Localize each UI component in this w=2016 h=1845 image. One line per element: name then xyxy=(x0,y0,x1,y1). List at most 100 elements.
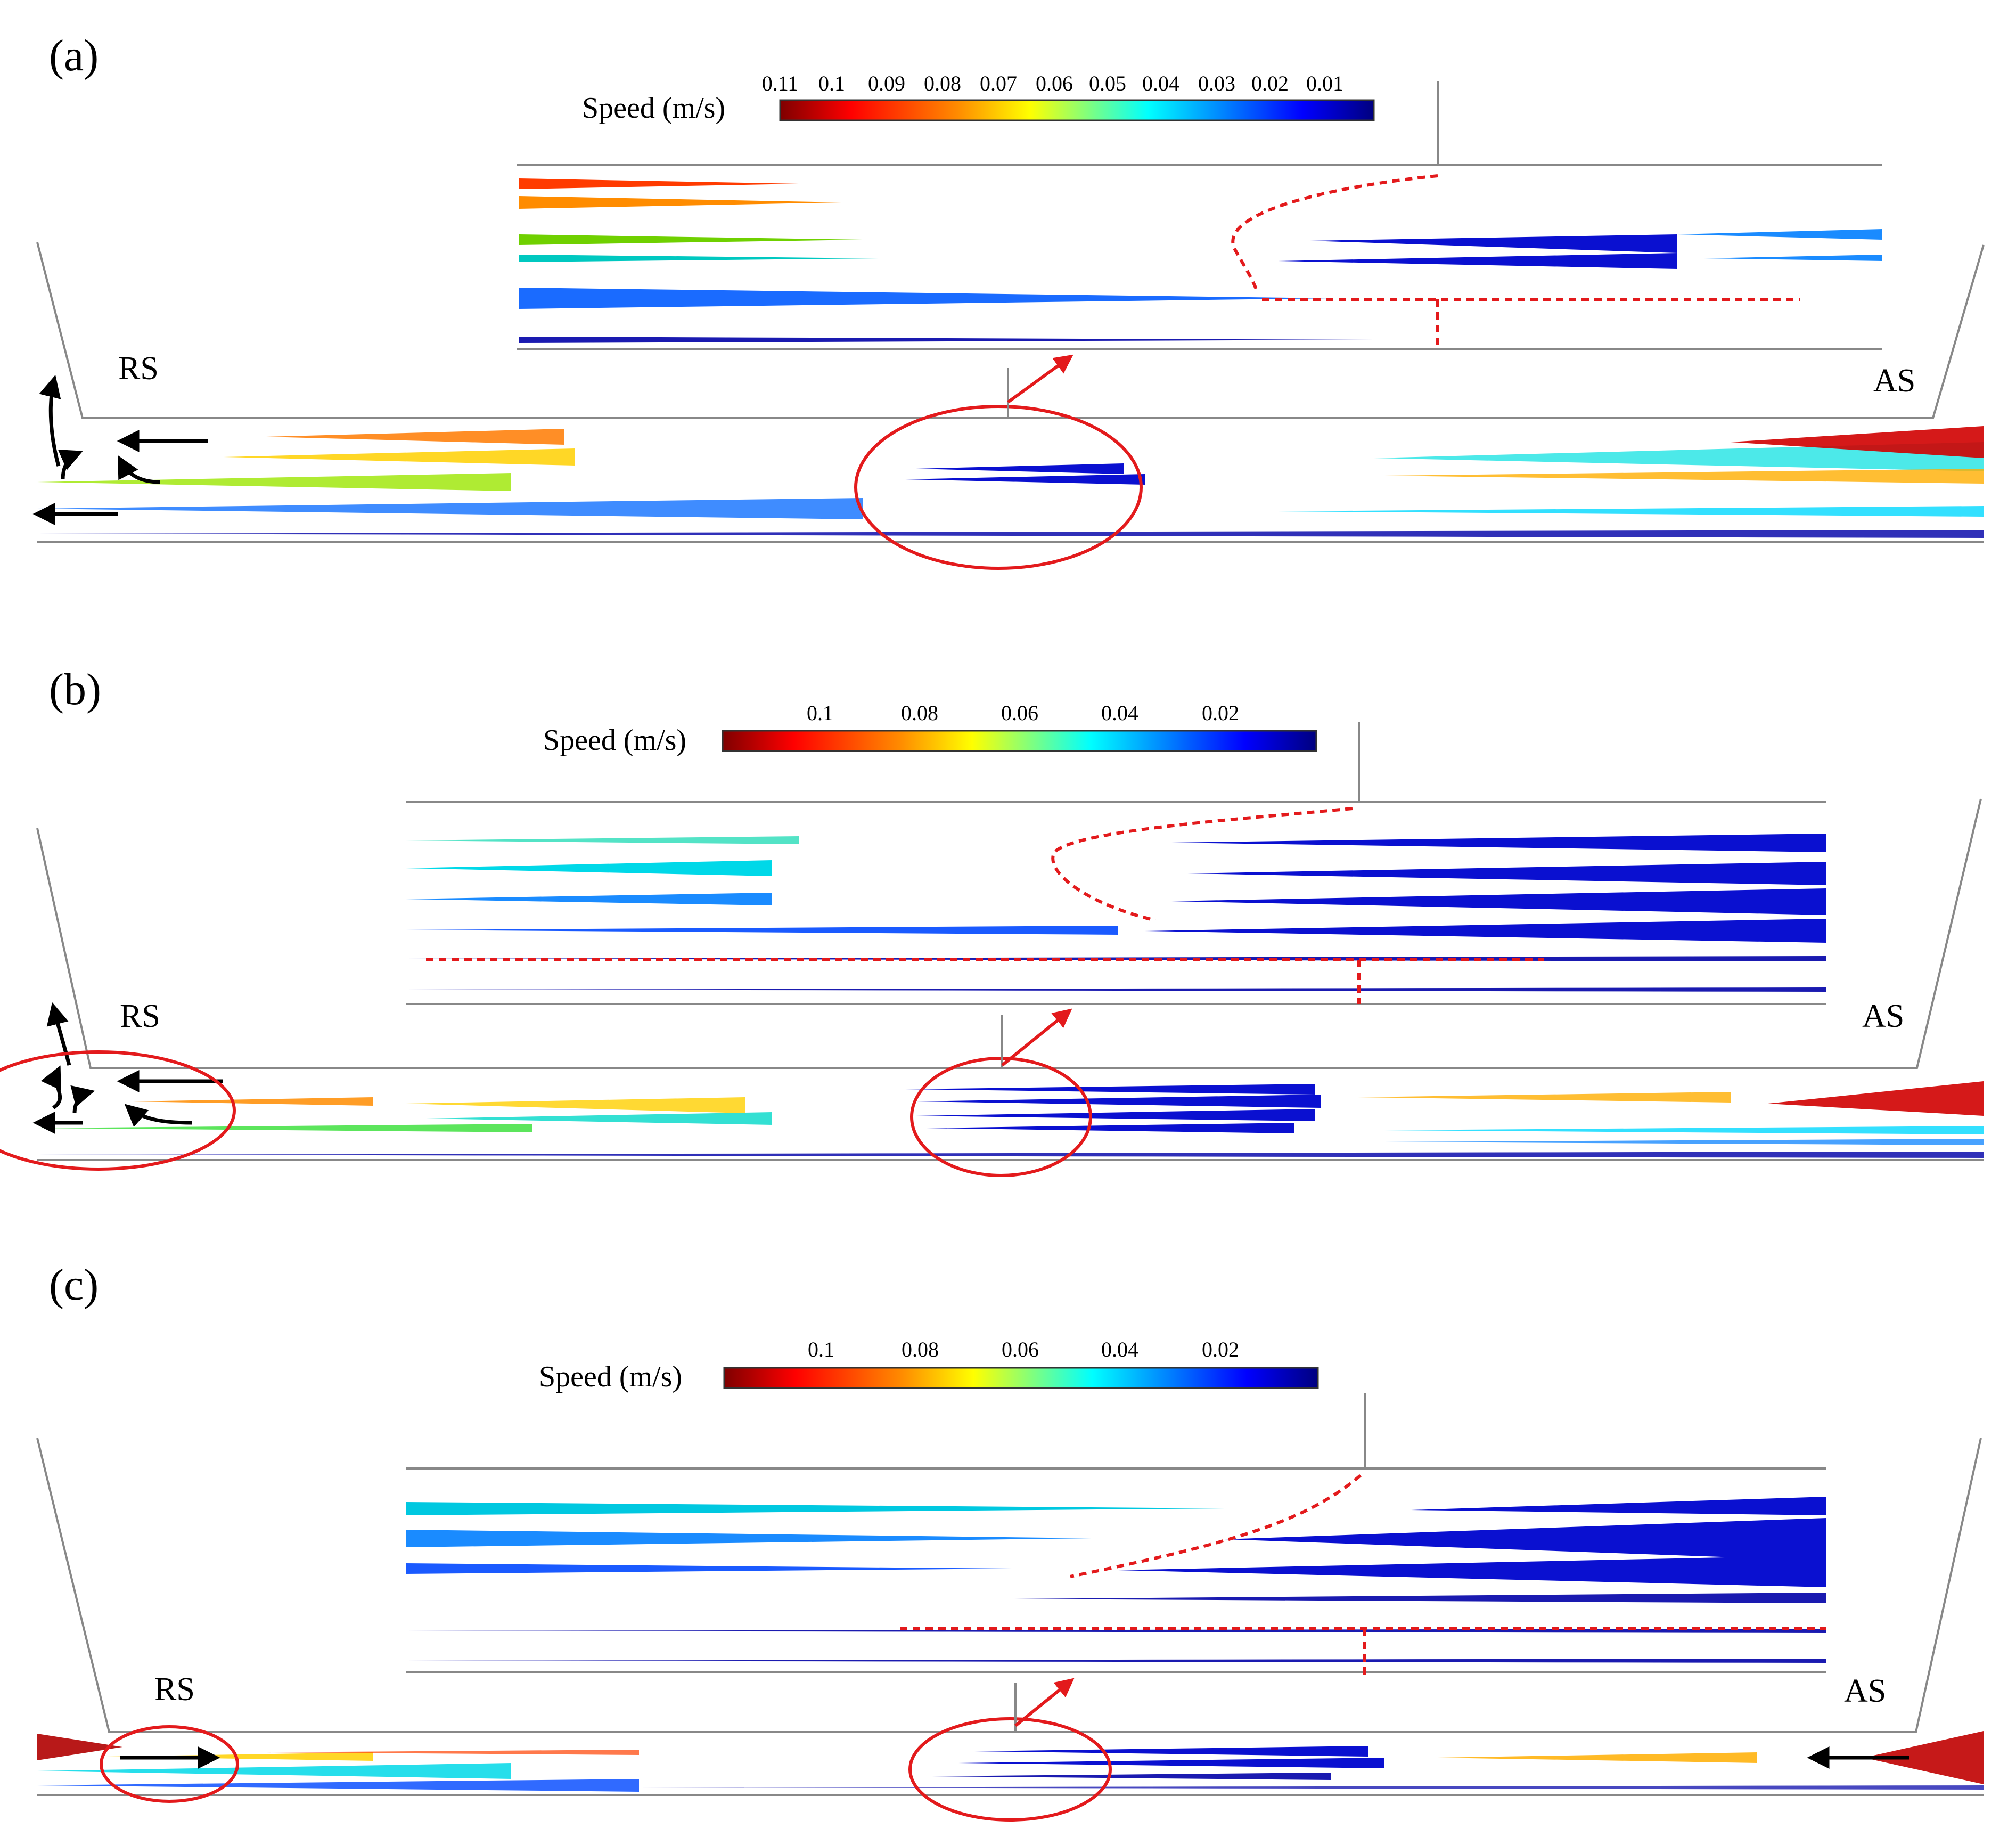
panel-c-rev-1 xyxy=(974,1746,1368,1757)
panel-b-label: (b) xyxy=(49,665,101,714)
panel-b-jet-row4 xyxy=(37,1124,532,1132)
panel-a-inset-rev2 xyxy=(1278,253,1677,269)
panel-c-jet-row3 xyxy=(37,1779,639,1792)
panel-a-tick-0: 0.11 xyxy=(762,71,799,95)
panel-a-as-jet-row4 xyxy=(1278,506,1984,517)
panel-a-label: (a) xyxy=(49,31,99,80)
panel-b-jet-row5 xyxy=(37,1152,1984,1158)
panel-b-tick-3: 0.04 xyxy=(1101,701,1138,725)
panel-c-jet-row4 xyxy=(266,1750,639,1755)
panel-c-rev-2 xyxy=(958,1758,1384,1768)
panel-b-inset-row2 xyxy=(406,860,772,876)
panel-c-rs-jet xyxy=(37,1734,122,1760)
panel-c-tick-1: 0.08 xyxy=(902,1337,939,1361)
panel-b-rs-label: RS xyxy=(120,998,160,1034)
panel-a-tick-6: 0.05 xyxy=(1089,71,1126,95)
panel-c-as-jet-2 xyxy=(1438,1752,1757,1763)
panel-a-tick-4: 0.07 xyxy=(980,71,1017,95)
panel-a-tick-7: 0.04 xyxy=(1142,71,1179,95)
panel-a-as-label: AS xyxy=(1873,363,1915,399)
panel-c-tick-2: 0.06 xyxy=(1002,1337,1039,1361)
panel-a-reverse-row1 xyxy=(916,463,1124,474)
panel-b-colorbar-ticks: 0.1 0.08 0.06 0.04 0.02 xyxy=(807,701,1239,725)
panel-a-inset-rev4 xyxy=(1704,255,1882,261)
panel-b-vector-field xyxy=(37,1081,1984,1158)
panel-b-arrow-curve-small xyxy=(70,1085,95,1114)
panel-a-legend: Speed (m/s) 0.11 0.1 0.09 0.08 0.07 0.06… xyxy=(582,71,1375,125)
panel-a-colorbar-ticks: 0.11 0.1 0.09 0.08 0.07 0.06 0.05 0.04 0… xyxy=(762,71,1343,95)
panel-b-rev-4 xyxy=(927,1123,1294,1133)
panel-b: (b) Speed (m/s) 0.1 0.08 0.06 0.04 0.02 … xyxy=(0,665,1984,1177)
panel-b-rs-ellipse xyxy=(0,1050,236,1171)
panel-b-tick-2: 0.06 xyxy=(1001,701,1038,725)
panel-a-inset-rev3 xyxy=(1677,229,1882,240)
panel-a-jet-row5 xyxy=(37,530,1984,538)
panel-b-rev-1 xyxy=(905,1084,1315,1095)
panel-c-tick-0: 0.1 xyxy=(808,1337,834,1361)
panel-b-colorbar xyxy=(722,730,1317,752)
panel-c-label: (c) xyxy=(49,1260,99,1310)
panel-b-inset-rev3 xyxy=(1171,888,1826,915)
panel-a-jet-row3 xyxy=(37,473,511,491)
panel-c-as-jet-3 xyxy=(639,1785,1984,1790)
panel-b-inset-rev1 xyxy=(1171,834,1826,852)
panel-a-domain-outline xyxy=(36,242,1985,419)
panel-a-flow-arrows xyxy=(32,374,208,525)
panel-c-legend: Speed (m/s) 0.1 0.08 0.06 0.04 0.02 xyxy=(539,1337,1319,1393)
panel-c-as-label: AS xyxy=(1844,1673,1886,1709)
panel-c-domain-outline xyxy=(36,1438,1982,1733)
panel-a-tick-10: 0.01 xyxy=(1306,71,1343,95)
panel-a-arrow-curve-return xyxy=(118,455,160,484)
panel-c-inset-row5 xyxy=(406,1659,1826,1663)
panel-a-colorbar xyxy=(779,99,1375,121)
panel-c-inset-row4 xyxy=(406,1629,1826,1633)
panel-c-rs-ellipse xyxy=(100,1725,239,1803)
panel-a-arrow-curve-small xyxy=(58,450,83,480)
panel-a-tick-9: 0.02 xyxy=(1251,71,1289,95)
panel-b-as-jet-1 xyxy=(1768,1081,1984,1116)
panel-a-tick-8: 0.03 xyxy=(1198,71,1235,95)
panel-b-tick-0: 0.1 xyxy=(807,701,833,725)
panel-c-inset-row3 xyxy=(406,1563,1012,1574)
panel-b-as-jet-3 xyxy=(1384,1126,1984,1134)
panel-c-tick-3: 0.04 xyxy=(1101,1337,1138,1361)
panel-a-inset-row2 xyxy=(519,196,841,209)
panel-b-tick-1: 0.08 xyxy=(901,701,938,725)
panel-c-rs-label: RS xyxy=(154,1671,195,1708)
panel-b-jet-row2 xyxy=(405,1097,745,1113)
panel-c-inset-rev3 xyxy=(1118,1555,1826,1587)
panel-a-as-jet-row2 xyxy=(1384,469,1984,484)
panel-c-colorbar xyxy=(723,1367,1319,1389)
panel-c-vector-field xyxy=(37,1731,1984,1792)
panel-b-jet-row1 xyxy=(133,1097,373,1106)
panel-c-rev-3 xyxy=(932,1773,1331,1780)
panel-a-arrow-curve-up xyxy=(39,374,61,467)
panel-a-inset-row3 xyxy=(519,234,863,245)
panel-c-inset-boundary-curve xyxy=(1070,1474,1362,1578)
panel-b-arrow-curve-s xyxy=(40,1065,62,1109)
panel-c-zoom-pointer xyxy=(1014,1678,1075,1727)
panel-a-as-jet-row1 xyxy=(1374,442,1984,471)
panel-c-jet-row1 xyxy=(106,1752,373,1761)
panel-a-jet-row1 xyxy=(266,429,564,445)
panel-a-jet-row2 xyxy=(224,448,575,466)
panel-a-inset-row6 xyxy=(519,337,1374,343)
panel-b-arrow-curve-return xyxy=(124,1104,192,1127)
panel-b-inset-row3 xyxy=(406,893,772,905)
panel-a-inset-row1 xyxy=(519,178,799,189)
panel-b-inset-row6 xyxy=(406,987,1826,992)
panel-b-as-jet-4 xyxy=(1384,1139,1984,1145)
panel-c-inset-row2 xyxy=(406,1530,1092,1547)
panel-b-flow-arrows xyxy=(32,1002,223,1134)
panel-b-rev-3 xyxy=(916,1109,1315,1121)
panel-b-inset-boundary-curve xyxy=(1051,807,1353,922)
panel-c-jet-row2 xyxy=(37,1763,511,1779)
panel-a-legend-title: Speed (m/s) xyxy=(582,92,725,125)
panel-a-tick-3: 0.08 xyxy=(924,71,961,95)
panel-a-tick-5: 0.06 xyxy=(1036,71,1073,95)
panel-c: (c) Speed (m/s) 0.1 0.08 0.06 0.04 0.02 … xyxy=(36,1260,1984,1822)
panel-b-arrow-curve-up xyxy=(46,1002,71,1066)
panel-b-inset-rev4 xyxy=(1145,919,1826,943)
panel-a-inset xyxy=(517,81,1882,350)
